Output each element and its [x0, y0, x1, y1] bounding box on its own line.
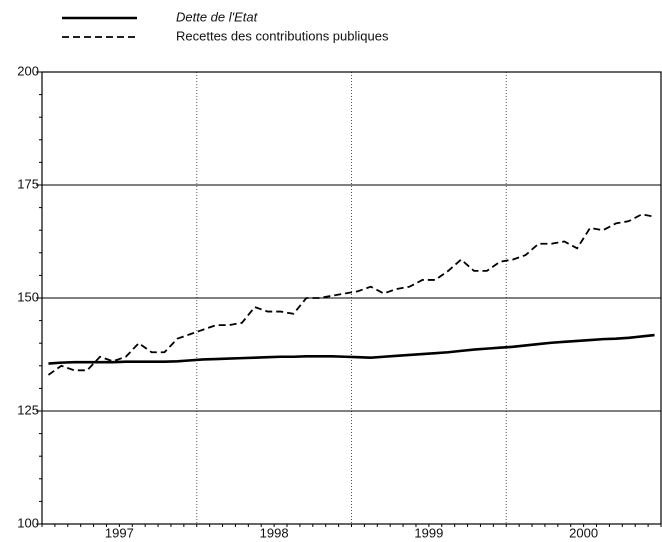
series-line — [48, 333, 655, 365]
legend-label: Dette de l'Etat — [176, 9, 259, 24]
y-tick-label: 175 — [17, 176, 39, 191]
y-tick-label: 150 — [17, 289, 39, 304]
x-tick-label: 1998 — [260, 525, 289, 540]
y-tick-label: 100 — [17, 515, 39, 530]
legend-label: Recettes des contributions publiques — [176, 28, 389, 43]
x-tick-label: 1999 — [414, 525, 443, 540]
y-tick-label: 125 — [17, 402, 39, 417]
series-line — [47, 213, 655, 376]
x-tick-label: 1997 — [105, 525, 134, 540]
y-tick-label: 200 — [17, 63, 39, 78]
x-tick-label: 2000 — [569, 525, 598, 540]
